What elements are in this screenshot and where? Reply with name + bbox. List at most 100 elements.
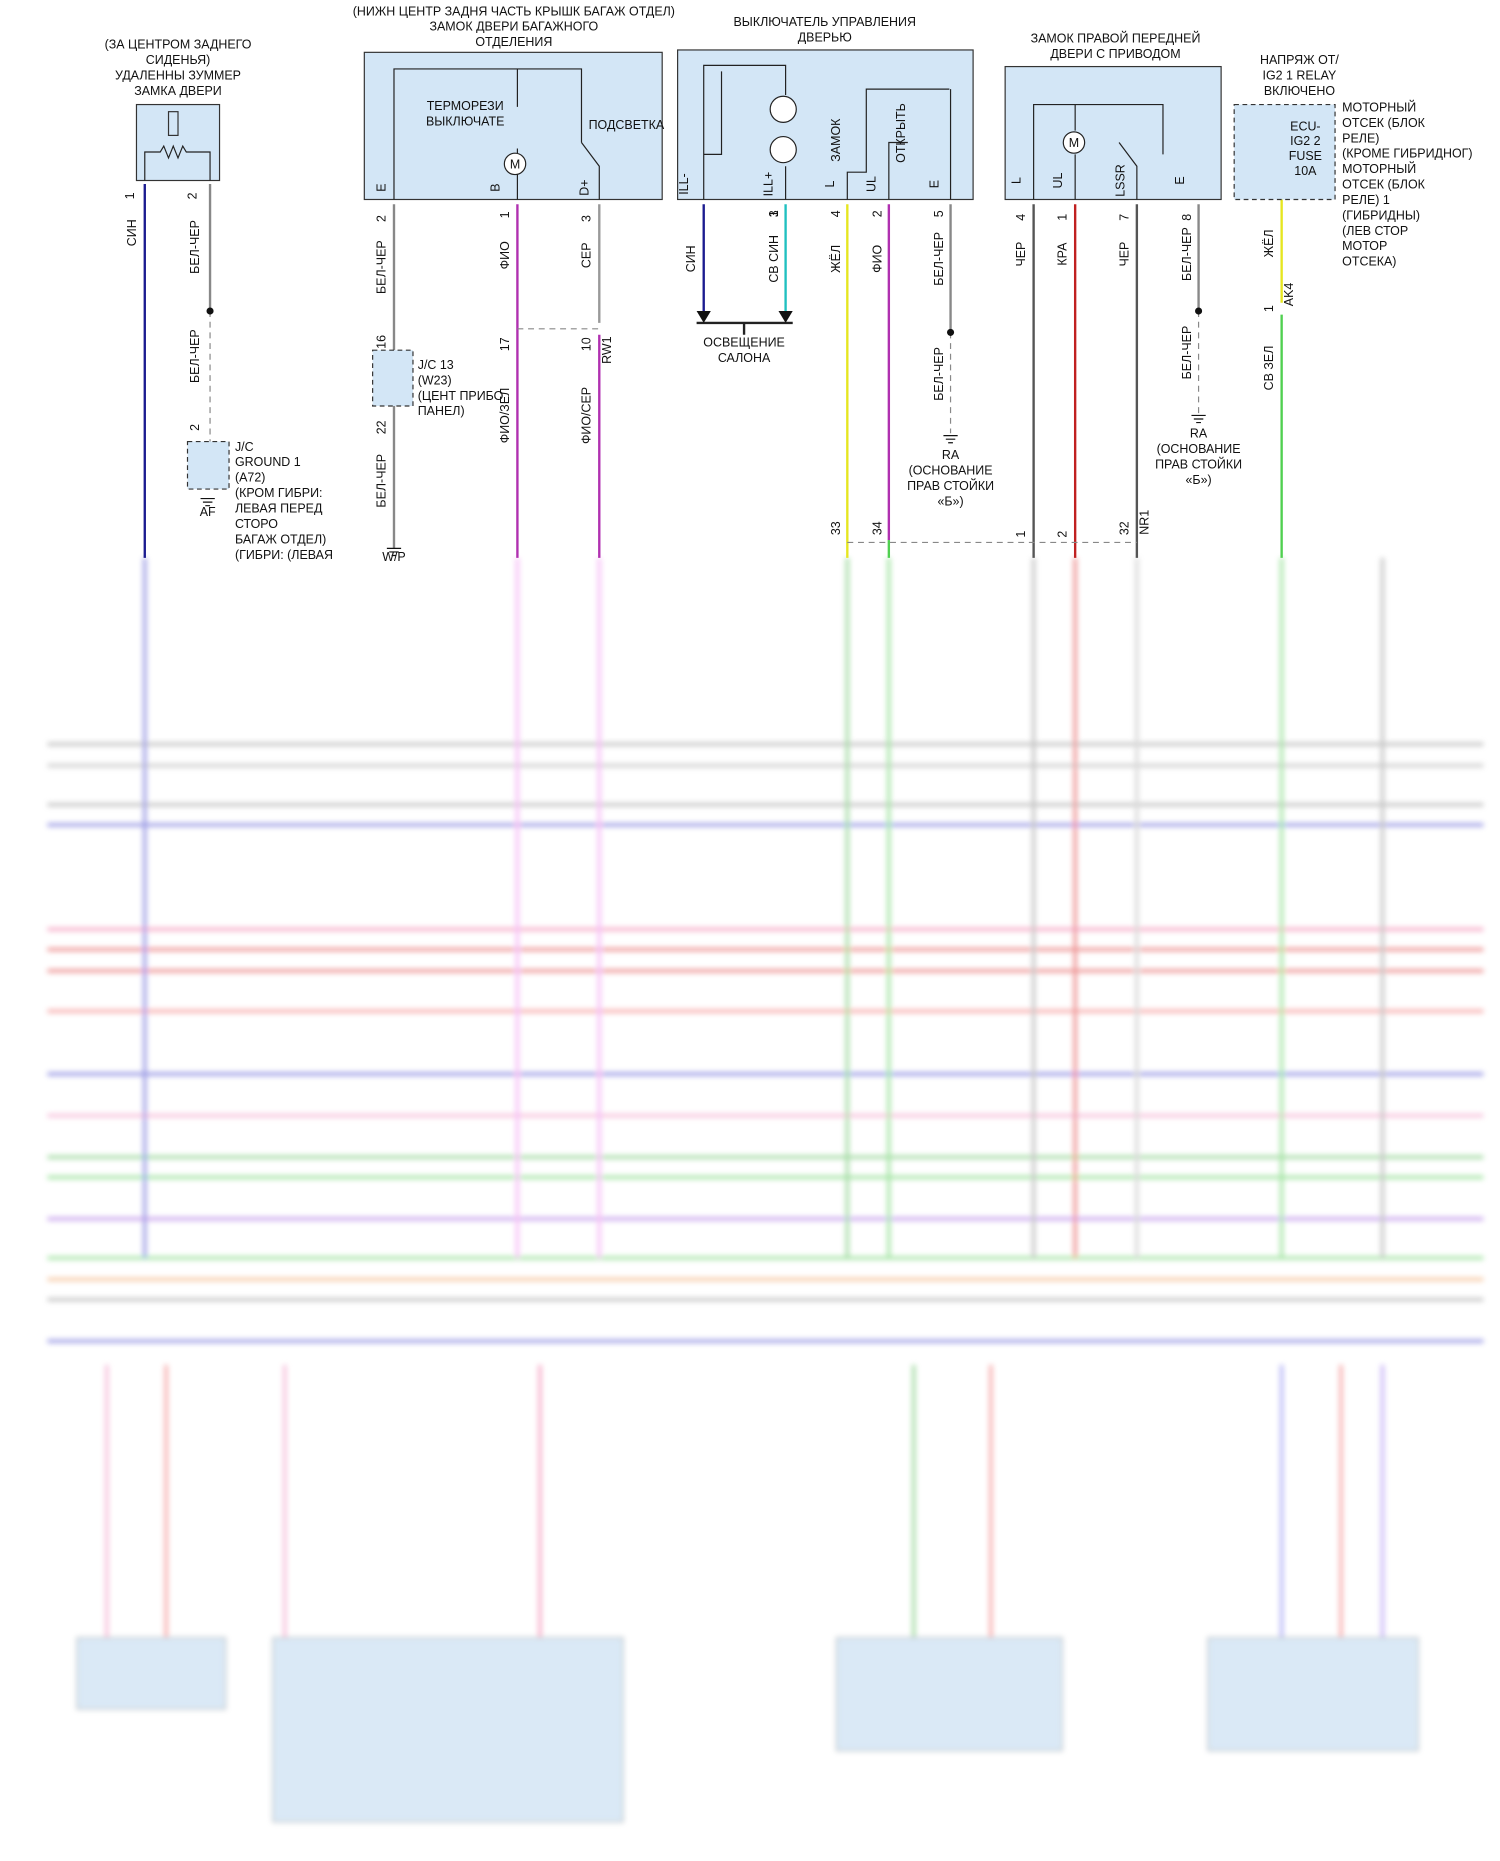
label: M: [1069, 136, 1079, 150]
label: B: [488, 183, 502, 191]
label: RA: [1190, 427, 1208, 441]
label: (A72): [235, 471, 265, 485]
splice: [206, 307, 214, 315]
label: «Б»): [937, 494, 963, 508]
label: (ЛЕВ СТОР: [1342, 224, 1408, 238]
label: 1: [1014, 531, 1028, 538]
label: D+: [577, 179, 591, 195]
label: ПОДСВЕТКА: [589, 118, 665, 132]
label: AK4: [1282, 283, 1296, 307]
label: ОТКРЫТЬ: [894, 103, 908, 163]
label: ВКЛЮЧЕНО: [1264, 84, 1335, 98]
label: ФИО: [498, 241, 512, 269]
label: СИН: [125, 219, 139, 246]
label: МОТОР: [1342, 239, 1387, 253]
label: БЕЛ-ЧЕР: [374, 454, 388, 508]
label: 4: [1014, 214, 1028, 221]
ground-symbol: [943, 435, 958, 444]
label: ЗАМОК: [829, 118, 843, 162]
ground-symbol: [200, 497, 215, 507]
ground-symbol: [1191, 414, 1206, 424]
label: ВЫКЛЮЧАТЕЛЬ УПРАВЛЕНИЯ: [734, 15, 917, 29]
label: ПРАВ СТОЙКИ: [907, 478, 994, 493]
label: БЕЛ-ЧЕР: [932, 232, 946, 286]
label: M: [510, 157, 520, 171]
label: «Б»): [1185, 473, 1211, 487]
label: 16: [374, 335, 388, 349]
label: БЕЛ-ЧЕР: [188, 329, 202, 383]
label: 2: [870, 210, 884, 217]
label: E: [374, 183, 388, 191]
label: СВ ЗЕЛ: [1262, 346, 1276, 391]
label: (ГИБРИДНЫ): [1342, 208, 1420, 222]
label: БЕЛ-ЧЕР: [932, 347, 946, 401]
label: J/C: [235, 440, 254, 454]
door-switch-box: [677, 49, 974, 201]
label: 1: [123, 192, 137, 199]
label: ILL-: [677, 173, 691, 194]
label: L: [1009, 177, 1023, 184]
label: 10A: [1294, 164, 1317, 178]
label: (ГИБРИ: (ЛЕВАЯ: [235, 548, 333, 562]
blurred-component: [1207, 1637, 1419, 1752]
label: ЗАМКА ДВЕРИ: [134, 84, 222, 98]
label: ОТСЕК (БЛОК: [1342, 116, 1425, 130]
jc13-box: [372, 349, 414, 407]
label: 3: [580, 215, 594, 222]
label: 7: [1117, 214, 1131, 221]
label: IG2 1 RELAY: [1263, 68, 1338, 82]
label: ЗАМОК ДВЕРИ БАГАЖНОГО: [429, 20, 598, 34]
label: СИН: [684, 245, 698, 272]
door-switch-circuit: [703, 64, 952, 200]
ground-jc-box: [186, 440, 230, 490]
label: (КРОМ ГИБРИ:: [235, 486, 323, 500]
label: ТЕРМОРЕЗИ: [427, 99, 504, 113]
label: 32: [1117, 521, 1131, 535]
label: FUSE: [1289, 149, 1322, 163]
label: ЖЁЛ: [1262, 229, 1276, 257]
label: РЕЛЕ): [1342, 131, 1379, 145]
label: ПАНЕЛ): [418, 404, 465, 418]
label: МОТОРНЫЙ: [1342, 99, 1416, 114]
label: ЖЁЛ: [829, 245, 843, 273]
components: [135, 49, 1336, 490]
blurred-component: [272, 1637, 624, 1823]
label: 4: [829, 210, 843, 217]
label: (НИЖН ЦЕНТР ЗАДНЯ ЧАСТЬ КРЫШК БАГАЖ ОТДЕ…: [353, 4, 675, 18]
label: БЕЛ-ЧЕР: [1180, 227, 1194, 281]
label: ЧЕР: [1117, 242, 1131, 267]
label: ILL+: [761, 172, 775, 197]
label: 34: [870, 521, 884, 535]
label: ЗАМОК ПРАВОЙ ПЕРЕДНЕЙ: [1031, 31, 1201, 46]
label: 8: [1180, 214, 1194, 221]
label: LSSR: [1114, 164, 1128, 197]
label: СВ СИН: [767, 235, 781, 283]
label: E: [1173, 176, 1187, 184]
label: NR1: [1137, 510, 1151, 535]
blurred-component: [76, 1637, 227, 1710]
label: UL: [1051, 172, 1065, 188]
label: 3: [767, 210, 781, 217]
label: 1: [498, 211, 512, 218]
label: (ЗА ЦЕНТРОМ ЗАДНЕГО: [105, 38, 252, 52]
label: ФИО/ЗЕЛ: [498, 388, 512, 444]
label: ОТСЕК (БЛОК: [1342, 178, 1425, 192]
label: 1: [1056, 214, 1070, 221]
label: КРА: [1056, 242, 1070, 266]
buzzer-resistor: [144, 144, 211, 181]
label: УДАЛЕННЫ ЗУММЕР: [115, 68, 241, 82]
label: RA: [942, 448, 960, 462]
motor-symbol: [503, 152, 527, 176]
label: IG2 2: [1290, 134, 1321, 148]
label: UL: [865, 176, 879, 192]
wire: [696, 321, 793, 335]
label: ФИО: [870, 244, 884, 272]
label: РЕЛЕ) 1: [1342, 193, 1390, 207]
label: ФИО/СЕР: [580, 387, 594, 444]
label: ОТДЕЛЕНИЯ: [475, 35, 552, 49]
label: ЧЕР: [1014, 242, 1028, 267]
label: J/C 13: [418, 358, 454, 372]
label: (КРОМЕ ГИБРИДНОГ): [1342, 147, 1472, 161]
label: ДВЕРИ С ПРИВОДОМ: [1050, 47, 1180, 61]
